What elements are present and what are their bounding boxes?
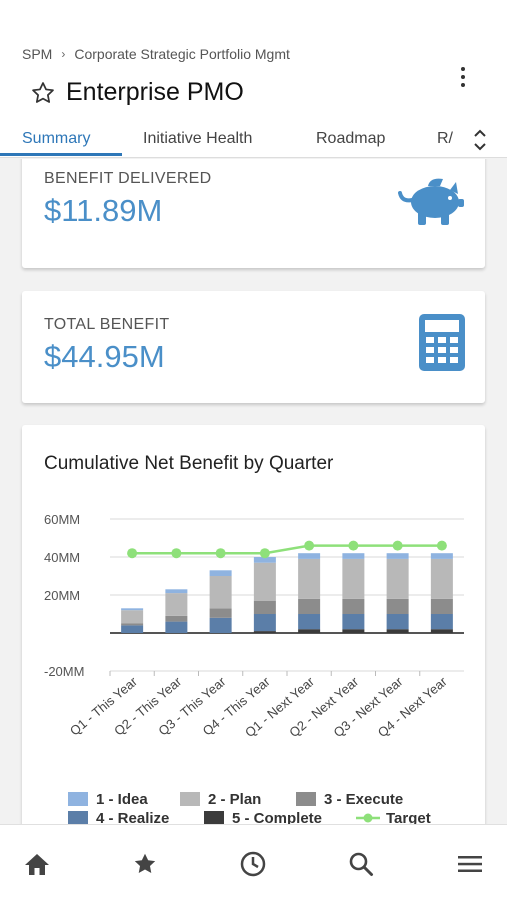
y-tick-label: -20MM xyxy=(44,664,84,679)
total-benefit-value: $44.95M xyxy=(44,339,165,374)
star-icon[interactable] xyxy=(130,849,160,879)
bar-segment xyxy=(121,623,144,626)
bar-segment xyxy=(386,558,409,599)
favorite-star-icon[interactable] xyxy=(30,80,56,106)
bar-segment xyxy=(430,558,453,599)
search-icon[interactable] xyxy=(346,849,376,879)
bar-segment xyxy=(121,625,144,633)
y-tick-label: 60MM xyxy=(44,512,80,527)
bar-segment xyxy=(121,608,144,611)
bar-segment xyxy=(298,553,321,559)
bar-segment xyxy=(298,629,321,633)
tab-r[interactable]: R/ xyxy=(437,130,453,147)
y-tick-label: 40MM xyxy=(44,550,80,565)
target-point xyxy=(348,540,359,551)
breadcrumb-root[interactable]: SPM xyxy=(22,46,53,62)
legend-label: 5 - Complete xyxy=(232,810,322,824)
legend-swatch xyxy=(68,811,88,824)
tab-bar: Summary Initiative Health Roadmap R/ xyxy=(0,122,507,158)
bar-segment xyxy=(253,557,276,563)
bar-segment xyxy=(342,558,365,599)
target-point xyxy=(392,540,403,551)
legend-label: 2 - Plan xyxy=(208,791,261,808)
bar-segment xyxy=(342,598,365,614)
target-point xyxy=(127,548,138,559)
bar-segment xyxy=(430,629,453,633)
bar-segment xyxy=(209,570,232,576)
target-point xyxy=(171,548,182,559)
tab-summary[interactable]: Summary xyxy=(22,130,91,147)
legend-label: 4 - Realize xyxy=(96,810,169,824)
legend-label: 1 - Idea xyxy=(96,791,148,808)
bar-segment xyxy=(165,615,188,622)
bar-segment xyxy=(209,608,232,618)
target-point xyxy=(436,540,447,551)
bar-segment xyxy=(386,553,409,559)
bar-segment xyxy=(209,617,232,633)
legend-swatch xyxy=(204,811,224,824)
bar-segment xyxy=(253,631,276,633)
clock-icon[interactable] xyxy=(238,849,268,879)
bar-segment xyxy=(121,610,144,624)
calculator-icon xyxy=(419,314,465,371)
bar-segment xyxy=(253,614,276,632)
dashboard-content[interactable]: BENEFIT DELIVERED $11.89M TOTAL BENEFIT … xyxy=(0,159,507,824)
page-title: Enterprise PMO xyxy=(66,78,244,106)
active-tab-indicator xyxy=(0,153,122,156)
y-tick-label: 20MM xyxy=(44,588,80,603)
bar-segment xyxy=(253,562,276,601)
target-line xyxy=(132,544,442,555)
bar-segment xyxy=(342,553,365,559)
legend-swatch xyxy=(68,792,88,806)
tab-roadmap[interactable]: Roadmap xyxy=(316,130,386,147)
bar-segment xyxy=(430,614,453,630)
bar-segment xyxy=(342,629,365,633)
legend-label: 3 - Execute xyxy=(324,791,403,808)
breadcrumb-separator: › xyxy=(61,47,66,61)
more-options-icon[interactable] xyxy=(452,66,474,88)
tab-scroll-chevron-icon[interactable] xyxy=(470,127,490,153)
bar-segment xyxy=(386,629,409,633)
breadcrumb-current[interactable]: Corporate Strategic Portfolio Mgmt xyxy=(74,46,290,62)
bar-segment xyxy=(386,614,409,630)
bar-segment xyxy=(342,614,365,630)
home-icon[interactable] xyxy=(22,849,52,879)
benefit-delivered-value: $11.89M xyxy=(44,193,163,228)
page-title-row: Enterprise PMO xyxy=(30,78,244,107)
menu-icon[interactable] xyxy=(455,849,485,879)
legend-label: Target xyxy=(386,810,431,824)
bottom-navigation xyxy=(0,824,507,900)
total-benefit-card[interactable]: TOTAL BENEFIT $44.95M xyxy=(22,291,485,403)
bar-segment xyxy=(165,589,188,594)
bar-segment xyxy=(165,621,188,633)
bar-segment xyxy=(298,558,321,599)
legend-swatch xyxy=(296,792,316,806)
breadcrumb: SPM › Corporate Strategic Portfolio Mgmt xyxy=(22,46,290,62)
bar-segment xyxy=(386,598,409,614)
benefit-delivered-label: BENEFIT DELIVERED xyxy=(44,170,212,187)
bar-segment xyxy=(209,576,232,609)
total-benefit-label: TOTAL BENEFIT xyxy=(44,316,170,333)
bar-segment xyxy=(430,553,453,559)
target-point xyxy=(215,548,226,559)
bar-segment xyxy=(298,614,321,630)
net-benefit-chart-card[interactable]: Cumulative Net Benefit by Quarter 60MM 40… xyxy=(22,425,485,824)
bar-segment xyxy=(253,600,276,614)
app-header: SPM › Corporate Strategic Portfolio Mgmt… xyxy=(0,0,507,158)
legend-swatch xyxy=(363,813,373,823)
chart-title: Cumulative Net Benefit by Quarter xyxy=(44,453,334,474)
target-point xyxy=(304,540,315,551)
bar-segment xyxy=(165,593,188,616)
bar-segment xyxy=(430,598,453,614)
tab-initiative-health[interactable]: Initiative Health xyxy=(143,130,253,147)
bar-segment xyxy=(298,598,321,614)
legend-swatch xyxy=(180,792,200,806)
target-point xyxy=(259,548,270,559)
benefit-delivered-card[interactable]: BENEFIT DELIVERED $11.89M xyxy=(22,159,485,268)
piggy-bank-icon xyxy=(398,178,464,225)
